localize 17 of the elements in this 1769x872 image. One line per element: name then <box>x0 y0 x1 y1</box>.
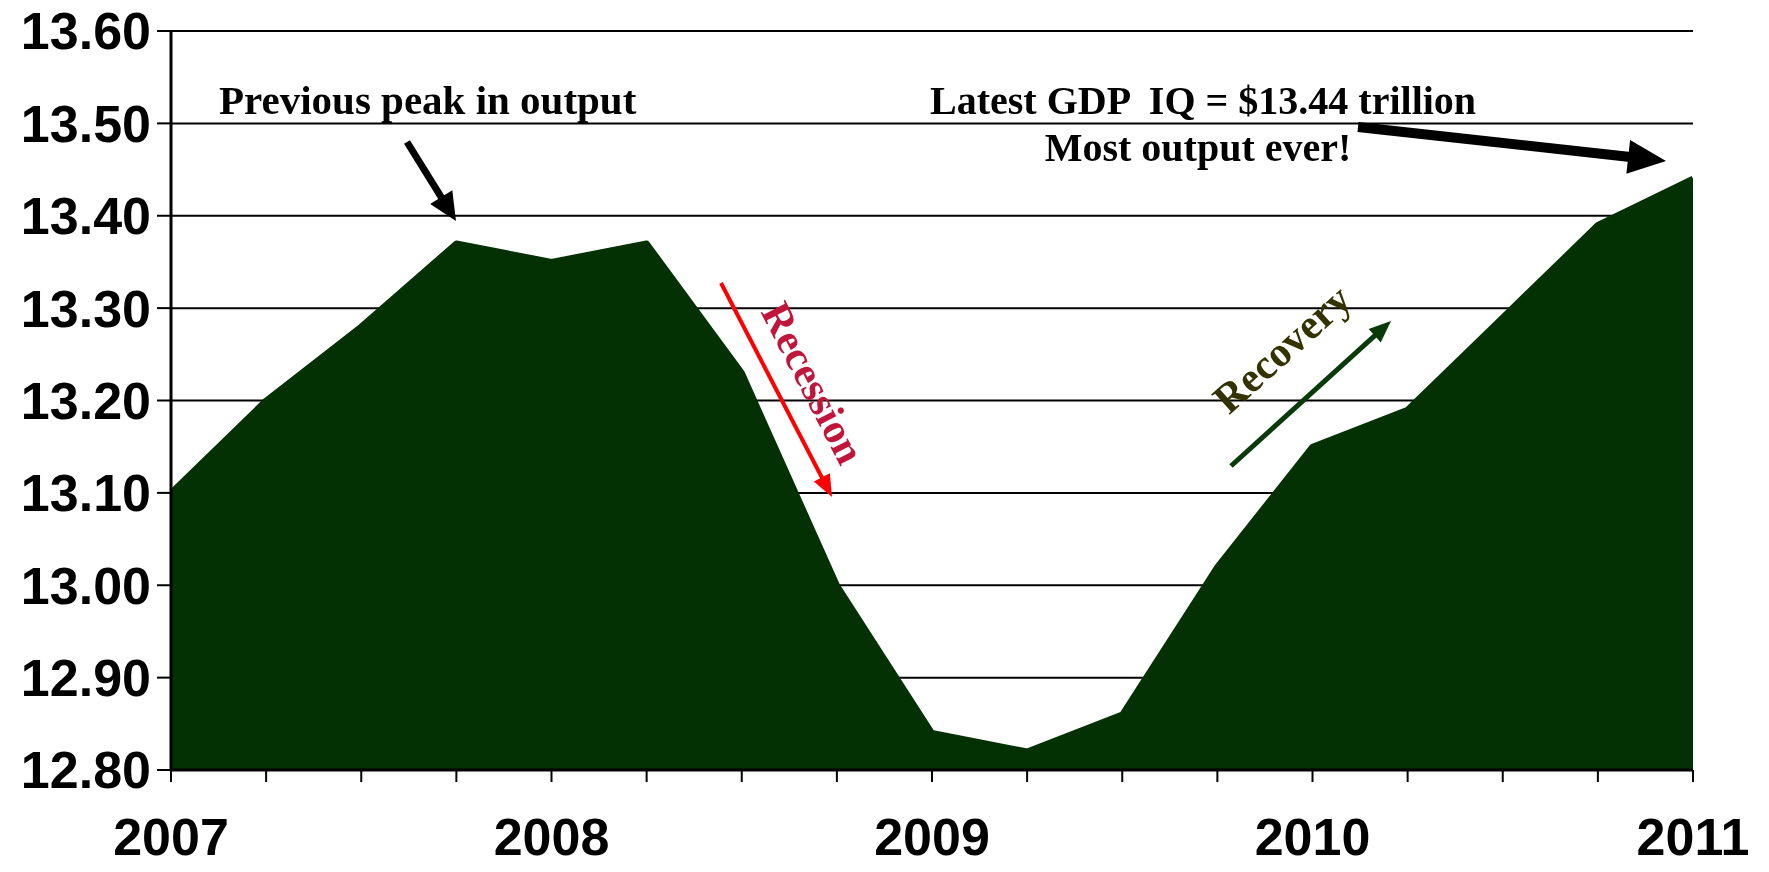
x-tick-label: 2009 <box>874 807 990 866</box>
annotation: Previous peak in output <box>219 77 637 123</box>
y-tick-label: 12.80 <box>20 741 151 800</box>
annotation: Latest GDP IQ = $13.44 trillion <box>930 78 1477 123</box>
x-tick-label: 2011 <box>1636 807 1750 866</box>
y-tick-label: 13.50 <box>20 94 151 153</box>
y-tick-label: 13.00 <box>20 556 151 615</box>
x-tick-label: 2007 <box>113 807 229 866</box>
x-tick-label: 2010 <box>1254 807 1371 866</box>
y-tick-label: 13.30 <box>20 279 151 338</box>
y-tick-label: 13.20 <box>20 371 151 430</box>
x-tick-label: 2008 <box>493 807 610 866</box>
y-tick-label: 13.60 <box>20 2 151 61</box>
y-tick-label: 12.90 <box>20 649 151 708</box>
y-tick-label: 13.10 <box>20 464 151 523</box>
y-tick-label: 13.40 <box>20 187 151 246</box>
annotation: Most output ever! <box>1044 125 1352 170</box>
